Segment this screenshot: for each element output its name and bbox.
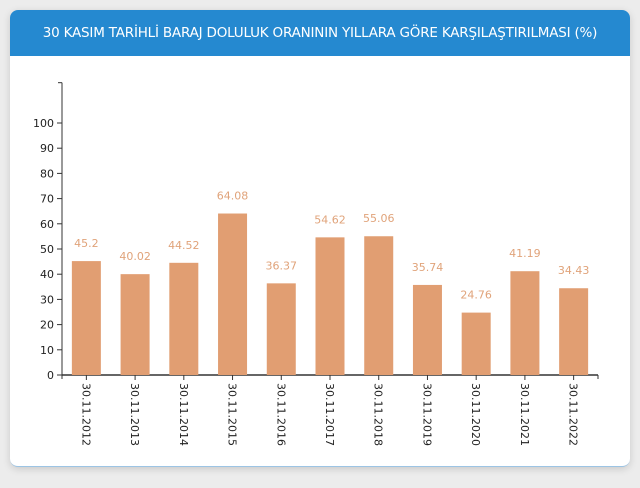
x-tick-label: 30.11.2013	[128, 383, 141, 446]
value-label: 35.74	[412, 261, 444, 274]
x-tick-label: 30.11.2017	[323, 383, 336, 446]
x-tick-label: 30.11.2020	[469, 383, 482, 446]
x-tick-label: 30.11.2012	[79, 383, 92, 446]
y-tick-label: 30	[40, 293, 54, 306]
x-tick-label: 30.11.2021	[518, 383, 531, 446]
bar	[71, 261, 101, 375]
value-label: 24.76	[460, 289, 492, 302]
x-tick-label: 30.11.2016	[274, 383, 287, 446]
bar	[461, 312, 491, 375]
y-tick-label: 50	[40, 243, 54, 256]
value-label: 34.43	[558, 264, 590, 277]
bar	[364, 236, 394, 375]
bar	[266, 283, 296, 375]
value-label: 44.52	[168, 239, 200, 252]
value-label: 45.2	[74, 237, 99, 250]
y-tick-label: 20	[40, 319, 54, 332]
y-tick-label: 70	[40, 193, 54, 206]
x-tick-label: 30.11.2019	[420, 383, 433, 446]
value-label: 64.08	[217, 190, 249, 203]
x-tick-label: 30.11.2022	[567, 383, 580, 446]
y-tick-label: 90	[40, 142, 54, 155]
bar	[510, 271, 540, 375]
x-tick-label: 30.11.2014	[177, 383, 190, 446]
bar	[559, 288, 589, 375]
bar	[169, 262, 199, 375]
y-tick-label: 80	[40, 167, 54, 180]
chart-title: 30 KASIM TARİHLİ BARAJ DOLULUK ORANININ …	[10, 10, 630, 56]
y-tick-label: 10	[40, 344, 54, 357]
bar	[412, 284, 442, 375]
bar	[120, 274, 150, 375]
chart-card: 30 KASIM TARİHLİ BARAJ DOLULUK ORANININ …	[10, 10, 630, 467]
bar	[218, 213, 248, 375]
value-label: 41.19	[509, 247, 541, 260]
y-tick-label: 0	[47, 369, 54, 382]
x-tick-label: 30.11.2015	[226, 383, 239, 446]
y-tick-label: 100	[33, 117, 54, 130]
y-tick-label: 40	[40, 268, 54, 281]
y-tick-label: 60	[40, 218, 54, 231]
x-tick-label: 30.11.2018	[372, 383, 385, 446]
value-label: 40.02	[119, 250, 151, 263]
value-label: 54.62	[314, 213, 346, 226]
value-label: 55.06	[363, 212, 395, 225]
bar	[315, 237, 345, 375]
value-label: 36.37	[266, 259, 298, 272]
